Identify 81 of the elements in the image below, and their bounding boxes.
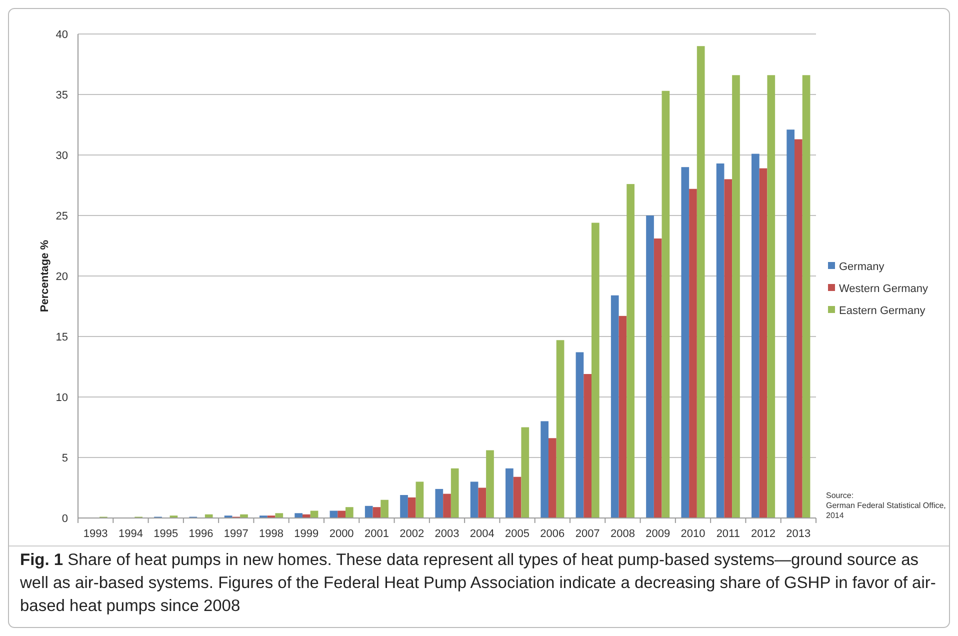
y-axis-title: Percentage % [39,240,51,312]
y-tick-label: 5 [62,452,68,464]
legend-label: Eastern Germany [839,304,926,317]
bar [724,179,732,518]
bar [443,494,451,518]
bar [372,507,381,518]
bar [470,482,478,518]
bar [275,513,284,518]
x-tick-label: 1993 [83,528,108,540]
bar [786,130,795,518]
x-tick-label: 2000 [329,528,354,540]
bar [610,295,619,518]
x-tick-label: 2013 [786,528,811,540]
x-tick-label: 1994 [118,528,143,540]
y-tick-label: 15 [56,331,68,344]
y-tick-label: 30 [56,150,68,162]
bar [662,90,670,518]
y-tick-label: 10 [56,392,68,404]
bar [513,476,522,518]
text: Fig. 1 Share of heat pumps in new homes. These data represent all types of heat pump-based systems—ground source as well as air-based systems. Figures of the Federal Heat Pump Association indicate a decreasing share of GSHP in favor of air-based heat pumps since 2008 [20,551,936,615]
x-tick-label: 2010 [680,528,706,540]
bar [506,468,514,518]
bar [310,510,318,518]
bar [338,510,346,518]
y-tick-label: 25 [56,210,68,222]
bar [478,488,486,518]
bar [591,222,600,518]
bar [681,167,690,518]
bar [654,238,662,518]
bar [408,497,416,518]
bar [450,468,459,518]
bar [626,184,634,518]
bar [689,188,697,518]
x-tick-label: 1999 [294,528,319,540]
x-tick-label: 2011 [716,528,740,540]
bar [584,374,592,518]
x-tick-label: 2004 [470,528,494,540]
bar [380,500,388,518]
bar [548,438,556,518]
x-tick-label: 2001 [364,528,389,540]
bar [435,488,444,518]
legend-label: Western Germany [839,282,929,295]
bar [732,75,740,518]
x-tick-label: 1995 [154,528,178,540]
x-tick-label: 2006 [540,528,565,540]
bar [416,482,424,518]
bar [618,316,627,518]
bar [752,154,760,518]
x-tick-label: 1996 [188,528,214,540]
source-note: Source: German Federal Statistical Office, 2014 [826,491,946,520]
x-tick-label: 2012 [751,528,776,540]
y-tick-label: 20 [56,270,68,283]
bar [767,75,776,518]
legend-label: Germany [839,260,885,273]
bar [486,450,494,518]
bar [759,168,768,518]
x-tick-label: 2008 [610,528,635,540]
bar [400,495,408,518]
bar [330,510,338,518]
bar [345,507,354,518]
x-tick-label: 1998 [259,528,284,540]
x-tick-label: 2002 [400,528,424,540]
bar [716,163,724,518]
bar [576,352,584,518]
bar [556,340,564,518]
x-tick-label: 1997 [224,528,248,540]
bar [696,46,705,518]
bar [794,139,802,518]
y-tick-label: 0 [62,512,68,525]
bar [540,421,549,518]
x-tick-label: 2005 [505,528,530,540]
bar [521,427,530,518]
x-tick-label: 2003 [434,528,460,540]
y-tick-label: 35 [56,89,68,102]
bar [802,75,810,518]
x-tick-label: 2009 [646,528,670,540]
y-tick-label: 40 [56,28,68,41]
x-tick-label: 2007 [575,528,600,540]
bar [294,513,303,518]
bar [364,506,373,518]
bar [646,216,654,518]
